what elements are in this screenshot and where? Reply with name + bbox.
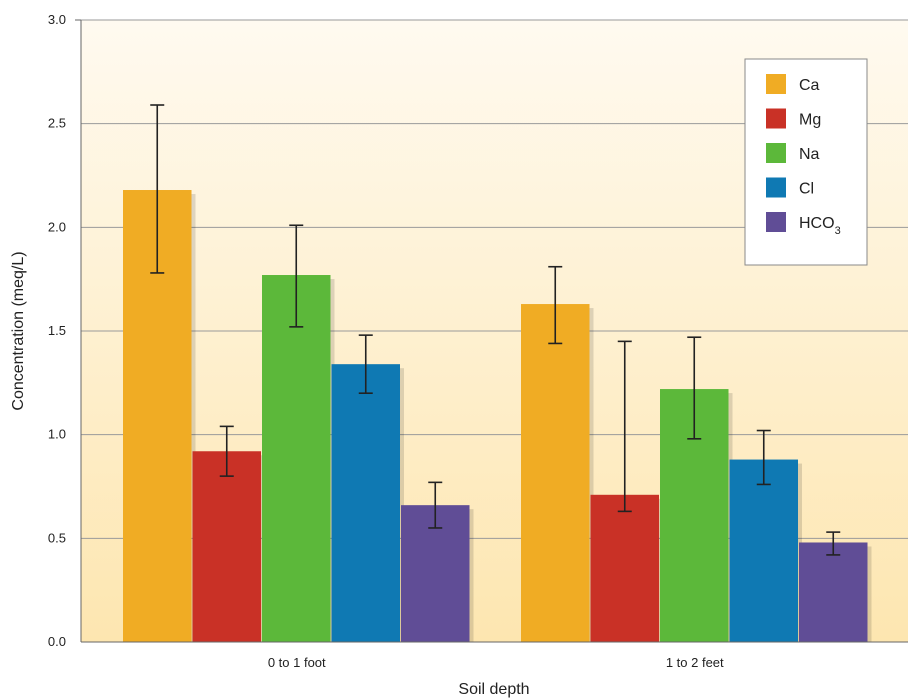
axes xyxy=(75,19,908,643)
y-tick-label: 0.0 xyxy=(48,634,66,649)
bar-ca-2 xyxy=(521,304,590,642)
x-tick-label: 1 to 2 feet xyxy=(666,655,724,670)
bars xyxy=(123,190,868,642)
legend-swatch xyxy=(766,212,786,232)
legend-label: Na xyxy=(799,146,820,163)
legend-swatch xyxy=(766,108,786,129)
y-tick-label: 0.5 xyxy=(48,530,66,545)
y-tick-label: 2.5 xyxy=(48,116,66,131)
y-tick-labels: 0.0 0.5 1.0 1.5 2.0 2.5 3.0 xyxy=(48,12,66,649)
bar-cl-2 xyxy=(729,459,798,642)
legend-item-hco3: HCO3 xyxy=(766,212,841,237)
bar-hco3-2 xyxy=(799,542,868,642)
legend-label: Mg xyxy=(799,112,821,129)
error-bars xyxy=(150,104,841,556)
legend-item-na: Na xyxy=(766,143,820,163)
legend-item-mg: Mg xyxy=(766,108,821,129)
legend-label: Ca xyxy=(799,77,820,94)
legend-item-cl: Cl xyxy=(766,177,814,198)
legend-swatch xyxy=(766,74,786,94)
legend-label: Cl xyxy=(799,181,814,198)
bar-cl-1 xyxy=(331,364,400,642)
legend-swatch xyxy=(766,143,786,163)
legend-box xyxy=(744,58,868,266)
y-tick-label: 1.0 xyxy=(48,427,66,442)
bar-mg-2 xyxy=(590,494,659,642)
x-axis-title: Soil depth xyxy=(458,681,529,698)
y-tick-label: 3.0 xyxy=(48,12,66,27)
legend-item-ca: Ca xyxy=(766,74,820,94)
y-tick-label: 2.0 xyxy=(48,219,66,234)
legend: Ca Mg Na Cl HCO3 xyxy=(744,58,868,266)
legend-label: HCO3 xyxy=(799,215,841,237)
x-tick-label: 0 to 1 foot xyxy=(268,655,326,670)
bar-na-1 xyxy=(262,275,331,642)
bar-mg-1 xyxy=(192,451,261,642)
y-axis-title: Concentration (meq/L) xyxy=(10,251,27,410)
legend-swatch xyxy=(766,177,786,198)
x-tick-labels: 0 to 1 foot 1 to 2 feet xyxy=(268,655,724,670)
y-tick-label: 1.5 xyxy=(48,323,66,338)
